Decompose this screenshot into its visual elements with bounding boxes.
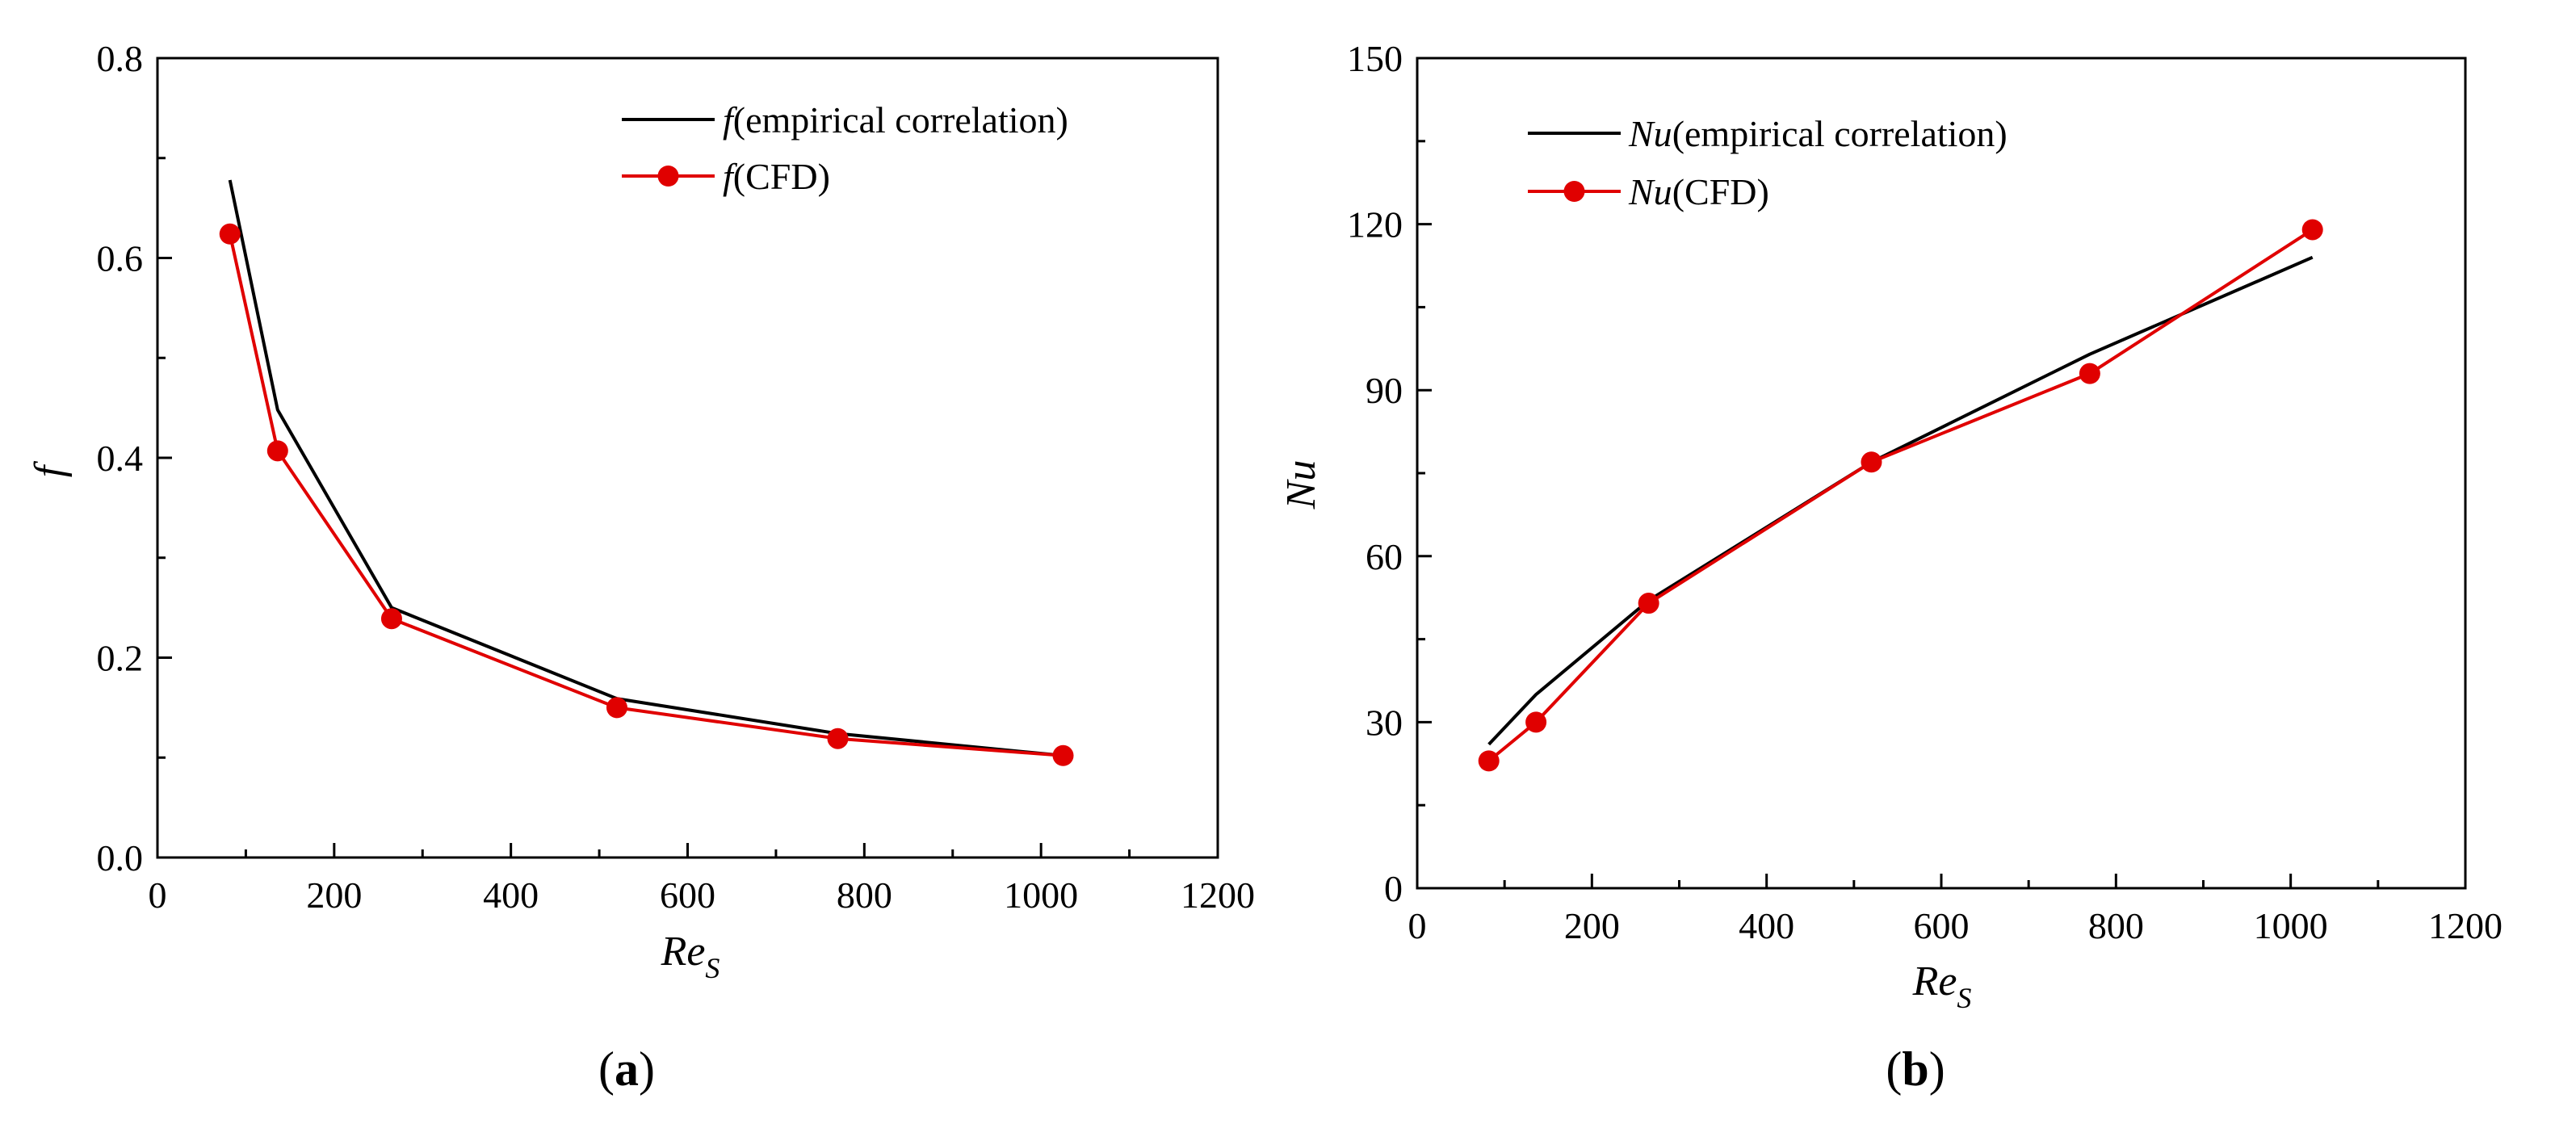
data-point-1	[266, 440, 288, 462]
x-tick-label: 1200	[1181, 874, 1255, 916]
x-tick-label: 600	[1914, 905, 1970, 946]
y-tick-label: 0	[1384, 868, 1403, 909]
x-tick-label: 0	[1408, 905, 1427, 946]
x-tick-label: 1000	[2254, 905, 2328, 946]
y-axis-label: Nu	[1278, 460, 1324, 510]
y-tick-label: 0.8	[97, 38, 144, 79]
data-point-1	[2301, 219, 2323, 241]
series-line-0	[228, 179, 1064, 757]
legend-label-1: f(CFD)	[723, 156, 830, 197]
y-tick-label: 0.4	[97, 438, 144, 479]
y-tick-label: 60	[1366, 536, 1403, 577]
y-axis-label: f	[27, 460, 73, 477]
legend-label-0: f(empirical correlation)	[723, 99, 1068, 140]
legend-label-0: Nu(empirical correlation)	[1628, 113, 2008, 154]
y-tick-label: 0.6	[97, 238, 144, 279]
legend-label-1: Nu(CFD)	[1628, 171, 1769, 212]
x-tick-label: 600	[660, 874, 715, 916]
x-tick-label: 200	[306, 874, 362, 916]
y-tick-label: 120	[1347, 204, 1403, 245]
data-point-1	[1638, 593, 1659, 614]
data-point-1	[1525, 711, 1547, 733]
x-tick-label: 1200	[2428, 905, 2503, 946]
data-point-1	[219, 223, 241, 245]
plot-frame	[156, 57, 1219, 859]
y-tick-label: 0.0	[97, 837, 144, 878]
legend-marker-1	[1563, 181, 1585, 202]
panel-label-a: (a)	[598, 1042, 655, 1096]
y-tick-label: 0.2	[97, 638, 144, 679]
data-point-1	[1861, 451, 1882, 473]
y-tick-label: 90	[1366, 370, 1403, 411]
series-line-1	[228, 233, 1064, 757]
x-tick-label: 200	[1564, 905, 1620, 946]
x-tick-label: 1000	[1004, 874, 1078, 916]
data-point-1	[1052, 744, 1074, 766]
data-point-1	[2079, 363, 2100, 384]
data-point-1	[1478, 750, 1500, 772]
y-tick-label: 30	[1366, 702, 1403, 743]
x-tick-label: 800	[2088, 905, 2144, 946]
data-point-1	[380, 608, 402, 630]
panel-label-b: (b)	[1886, 1042, 1945, 1096]
x-axis-label: ReS	[661, 929, 720, 984]
series-line-1	[1487, 228, 2314, 762]
y-tick-label: 150	[1347, 38, 1403, 79]
chart-b: 0 200 400 600 800 1000 1200 0 30 60 90 120 150 Nu ReS N…	[1278, 38, 2503, 1014]
x-tick-label: 400	[483, 874, 539, 916]
x-axis-label: ReS	[1912, 958, 1972, 1014]
x-tick-label: 400	[1739, 905, 1794, 946]
series-line-0	[1487, 255, 2314, 746]
data-point-1	[827, 728, 849, 749]
data-point-1	[606, 697, 627, 719]
x-tick-label: 0	[149, 874, 167, 916]
legend-marker-1	[657, 166, 679, 187]
chart-a: 0 200 400 600 800 1000 1200 0.0 0.2 0.4 0.6 0.8 f ReS…	[27, 38, 1255, 984]
x-tick-label: 800	[837, 874, 892, 916]
